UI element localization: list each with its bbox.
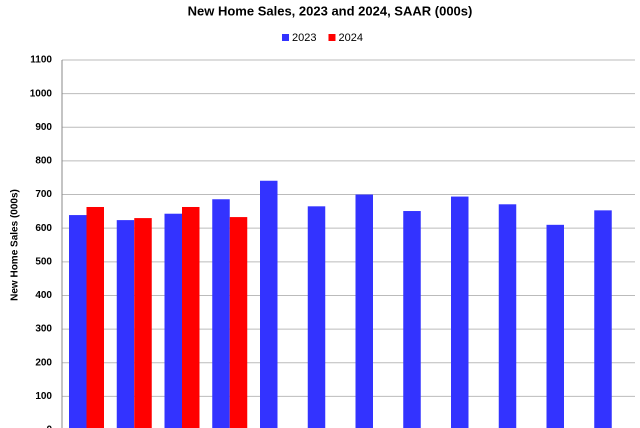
bar bbox=[212, 199, 230, 428]
bar bbox=[69, 215, 87, 428]
bar bbox=[260, 180, 278, 428]
legend-label: 2023 bbox=[292, 32, 316, 44]
legend-swatch bbox=[328, 34, 336, 41]
chart-title: New Home Sales, 2023 and 2024, SAAR (000… bbox=[188, 3, 473, 18]
y-tick-label: 1100 bbox=[30, 55, 52, 66]
legend-swatch bbox=[282, 34, 289, 41]
bar bbox=[164, 213, 182, 428]
bar bbox=[498, 204, 517, 428]
bar bbox=[182, 206, 200, 428]
bar bbox=[594, 210, 612, 428]
y-tick-label: 1000 bbox=[30, 88, 53, 99]
y-tick-label: 300 bbox=[35, 324, 52, 335]
bar bbox=[229, 217, 248, 428]
bar bbox=[134, 218, 152, 428]
bar bbox=[546, 224, 564, 428]
legend-label: 2024 bbox=[338, 32, 362, 44]
y-tick-label: 200 bbox=[35, 357, 52, 368]
bar bbox=[86, 206, 104, 428]
bar bbox=[307, 206, 326, 428]
y-tick-label: 800 bbox=[35, 156, 52, 167]
y-tick-label: 100 bbox=[35, 391, 52, 402]
y-tick-label: 600 bbox=[35, 223, 52, 234]
y-tick-label: 900 bbox=[35, 122, 52, 133]
bar bbox=[116, 220, 135, 428]
bar bbox=[403, 211, 421, 428]
y-tick-label: 500 bbox=[35, 256, 52, 267]
bar bbox=[451, 196, 469, 428]
y-tick-label: 400 bbox=[35, 290, 52, 301]
y-tick-label: 700 bbox=[35, 189, 52, 200]
bar bbox=[355, 194, 373, 428]
y-axis-label: New Home Sales (000s) bbox=[10, 189, 21, 301]
y-tick-label: 0 bbox=[46, 425, 52, 428]
